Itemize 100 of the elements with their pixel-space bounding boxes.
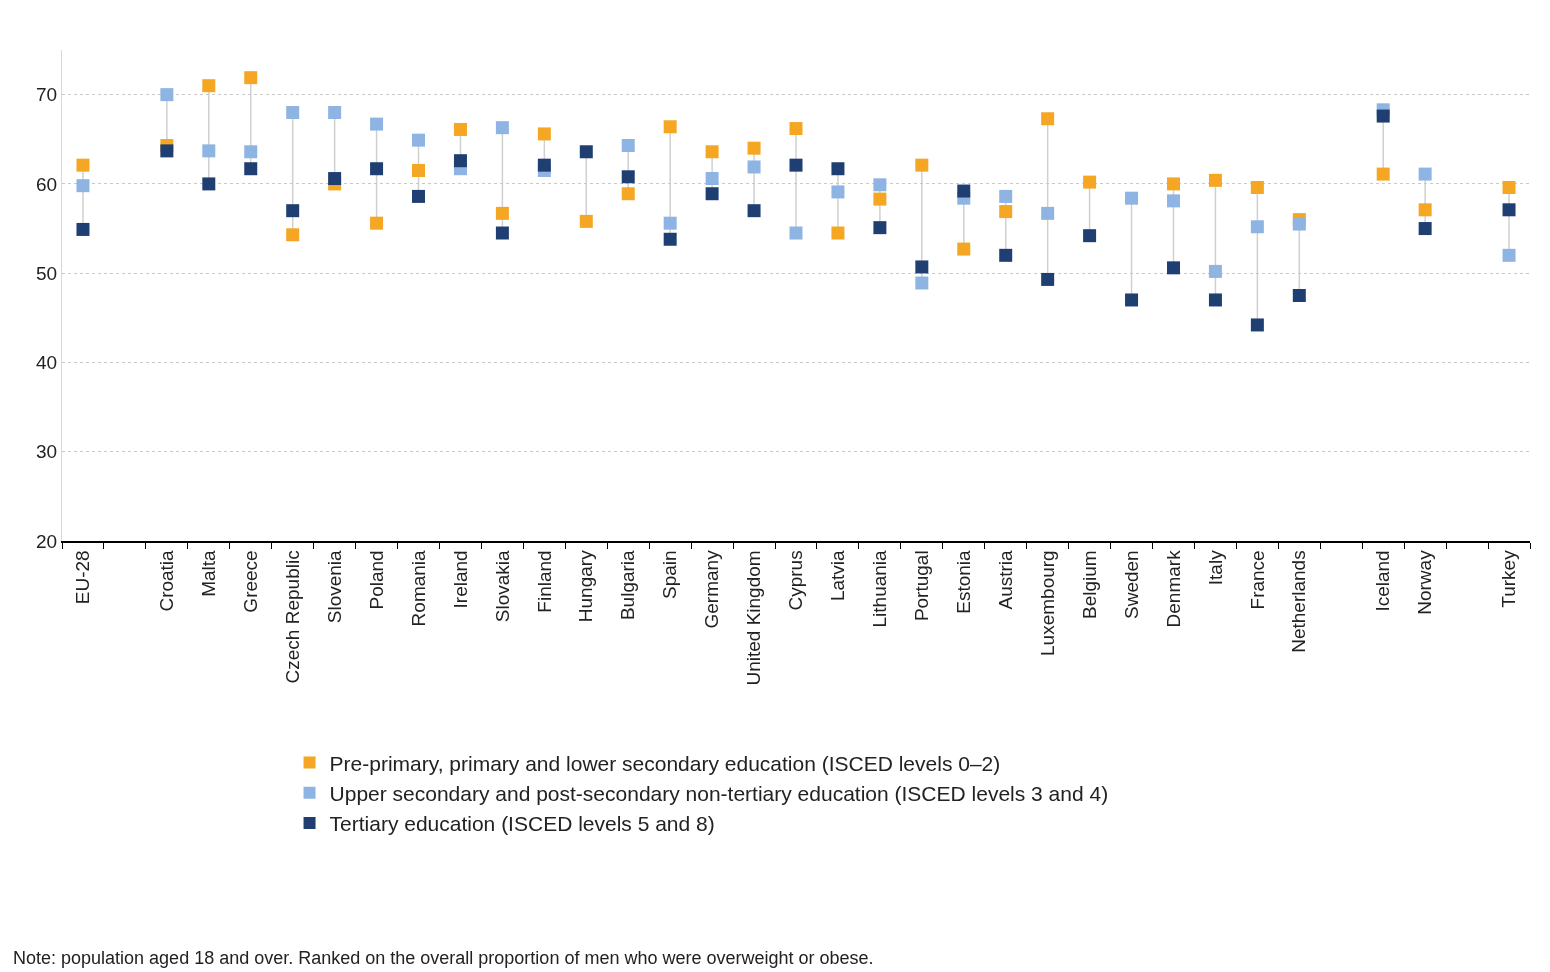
- point: [789, 158, 803, 172]
- point: [789, 226, 803, 240]
- x-tick-label: Iceland: [1372, 550, 1394, 612]
- x-tick-label: France: [1246, 550, 1268, 610]
- point: [831, 226, 845, 240]
- x-tick-label: Czech Republic: [281, 550, 303, 684]
- x-tick-label: Slovenia: [323, 549, 345, 624]
- point: [1292, 289, 1306, 302]
- point: [663, 232, 677, 246]
- point: [1292, 217, 1306, 231]
- point: [202, 144, 216, 158]
- x-tick-label: Romania: [407, 549, 429, 627]
- point: [1418, 167, 1432, 181]
- point: [873, 178, 887, 192]
- x-tick-label: Denmark: [1162, 549, 1184, 628]
- point: [1502, 248, 1516, 262]
- y-tick-label: 40: [36, 352, 58, 374]
- point: [244, 145, 258, 159]
- point: [1250, 220, 1264, 234]
- point: [747, 160, 761, 174]
- point: [328, 105, 342, 119]
- point: [1376, 167, 1390, 181]
- point: [370, 162, 384, 176]
- y-tick-label: 70: [36, 84, 58, 106]
- x-tick-label: Netherlands: [1288, 550, 1310, 653]
- x-tick-label: EU-28: [72, 550, 94, 605]
- point: [621, 170, 635, 184]
- point: [1208, 264, 1222, 278]
- point: [579, 145, 593, 159]
- y-tick-label: 50: [36, 262, 58, 284]
- x-tick-label: Finland: [533, 550, 555, 613]
- point: [537, 158, 551, 172]
- point: [495, 206, 509, 220]
- x-tick-label: Bulgaria: [617, 549, 639, 621]
- y-tick-label: 30: [36, 441, 58, 463]
- point: [705, 172, 719, 186]
- point: [957, 242, 971, 256]
- point: [202, 79, 216, 93]
- point: [495, 121, 509, 135]
- point: [1166, 261, 1180, 275]
- point: [160, 144, 174, 158]
- x-tick-label: Italy: [1204, 549, 1226, 586]
- point: [1418, 222, 1432, 236]
- point: [705, 187, 719, 201]
- point: [663, 216, 677, 230]
- point: [244, 162, 258, 176]
- point: [1250, 318, 1264, 332]
- point: [915, 276, 929, 290]
- point: [621, 187, 635, 201]
- point: [244, 71, 258, 85]
- point: [412, 133, 426, 147]
- point: [453, 122, 467, 136]
- point: [999, 205, 1013, 219]
- point: [915, 260, 929, 274]
- point: [1166, 177, 1180, 191]
- x-tick-label: Poland: [365, 550, 387, 610]
- x-tick-label: Belgium: [1078, 550, 1100, 620]
- point: [1041, 112, 1055, 126]
- point: [789, 122, 803, 136]
- point: [663, 120, 677, 134]
- point: [286, 228, 300, 242]
- x-tick-label: Malta: [197, 549, 219, 597]
- point: [453, 154, 467, 168]
- point: [286, 105, 300, 119]
- x-tick-label: Germany: [701, 549, 723, 629]
- x-tick-label: Croatia: [156, 549, 178, 612]
- legend-label: Pre-primary, primary and lower secondary education (ISCED levels 0–2): [329, 751, 1001, 775]
- point: [202, 177, 216, 191]
- y-tick-label: 20: [36, 530, 58, 552]
- legend-label: Upper secondary and post-secondary non-tertiary education (ISCED levels 3 and 4): [329, 781, 1109, 805]
- point: [1041, 206, 1055, 220]
- point: [495, 226, 509, 240]
- point: [957, 184, 971, 198]
- x-tick-label: Latvia: [827, 549, 849, 602]
- point: [1166, 194, 1180, 208]
- point: [412, 189, 426, 203]
- point: [1376, 109, 1390, 123]
- x-tick-label: Luxembourg: [1036, 550, 1058, 656]
- x-tick-label: Ireland: [449, 550, 471, 609]
- x-tick-label: Estonia: [952, 549, 974, 614]
- x-tick-label: Greece: [239, 550, 261, 613]
- point: [705, 145, 719, 159]
- point: [76, 179, 90, 193]
- x-tick-label: Norway: [1414, 549, 1436, 615]
- x-tick-label: Lithuania: [869, 549, 891, 628]
- point: [412, 164, 426, 178]
- x-tick-label: Spain: [659, 550, 681, 599]
- point: [1125, 191, 1139, 205]
- point: [999, 248, 1013, 262]
- x-tick-label: Sweden: [1120, 550, 1142, 620]
- point: [537, 127, 551, 141]
- point: [1041, 272, 1055, 286]
- point: [915, 158, 929, 172]
- point: [286, 204, 300, 218]
- text: Note: population aged 18 and over. Ranked on the overall proportion of men who were overweight or obese.: [13, 948, 874, 968]
- point: [873, 221, 887, 235]
- point: [160, 88, 174, 102]
- legend-label: Tertiary education (ISCED levels 5 and 8): [329, 812, 715, 836]
- y-tick-label: 60: [36, 173, 58, 195]
- point: [831, 162, 845, 176]
